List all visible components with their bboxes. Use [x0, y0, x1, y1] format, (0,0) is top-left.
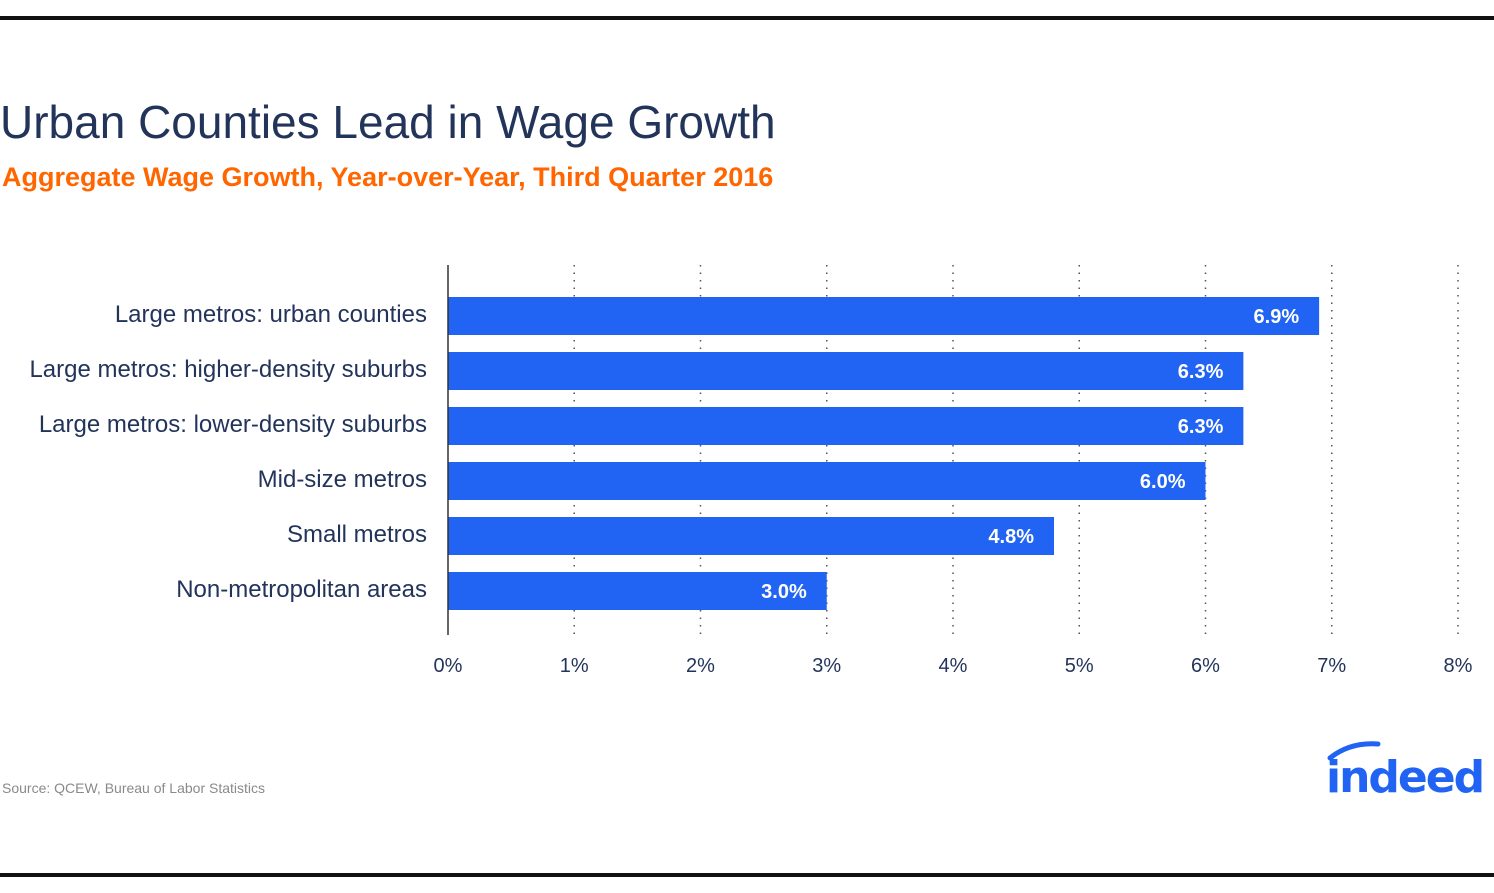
value-label: 6.3% [1178, 416, 1224, 438]
logo-wordmark: indeed [1326, 752, 1483, 803]
x-tick-label: 0% [434, 655, 463, 677]
category-label: Mid-size metros [258, 466, 427, 493]
bar-1 [448, 352, 1244, 390]
x-tick-label: 3% [812, 655, 841, 677]
x-tick-label: 2% [686, 655, 715, 677]
value-label: 3.0% [761, 581, 807, 603]
category-label: Large metros: higher-density suburbs [29, 356, 427, 383]
bars: 6.9% 6.3% 6.3% 6.0% 4.8% 3.0% [448, 297, 1320, 610]
bar-2 [448, 407, 1244, 445]
category-labels: Large metros: urban counties Large metros… [29, 301, 427, 603]
value-label: 6.9% [1254, 306, 1300, 328]
logo-mark: indeed [1326, 741, 1485, 803]
category-label: Non-metropolitan areas [176, 576, 427, 603]
value-label: 4.8% [988, 526, 1034, 548]
bar-3 [448, 462, 1206, 500]
value-label: 6.0% [1140, 471, 1186, 493]
bar-4 [448, 517, 1054, 555]
category-label: Large metros: lower-density suburbs [39, 411, 427, 438]
x-tick-label: 6% [1191, 655, 1220, 677]
x-tick-label: 1% [560, 655, 589, 677]
indeed-logo: indeed [1320, 740, 1494, 810]
value-label: 6.3% [1178, 361, 1224, 383]
category-label: Large metros: urban counties [115, 301, 427, 328]
chart-subtitle: Aggregate Wage Growth, Year-over-Year, T… [2, 162, 774, 192]
bar-5 [448, 572, 827, 610]
category-label: Small metros [287, 521, 427, 548]
x-tick-label: 7% [1317, 655, 1346, 677]
x-tick-label: 5% [1065, 655, 1094, 677]
bottom-rule [0, 873, 1494, 877]
bar-0 [448, 297, 1320, 335]
chart-title: Urban Counties Lead in Wage Growth [0, 96, 776, 148]
x-tick-label: 4% [939, 655, 968, 677]
source-note: Source: QCEW, Bureau of Labor Statistics [2, 780, 266, 796]
x-axis-tick-labels: 0% 1% 2% 3% 4% 5% 6% 7% 8% [434, 655, 1473, 677]
x-tick-label: 8% [1444, 655, 1473, 677]
top-rule [0, 16, 1494, 20]
